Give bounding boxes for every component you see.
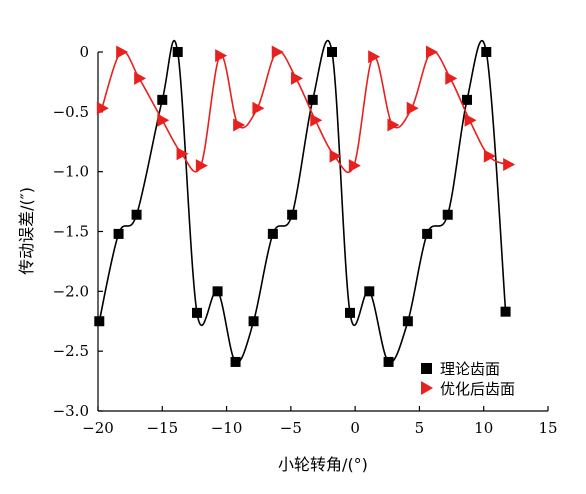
data-point [94, 316, 105, 327]
data-point [364, 286, 375, 297]
data-point [387, 118, 400, 132]
y-tick-label: −3.0 [53, 402, 89, 420]
data-point [481, 47, 492, 57]
data-point [212, 286, 223, 297]
x-tick-label: 0 [350, 419, 360, 437]
data-point [215, 49, 228, 63]
legend-marker-theoretical [421, 363, 432, 374]
data-point [464, 113, 477, 127]
data-point [310, 113, 323, 127]
series-line [98, 40, 507, 364]
plot-area: −20 −15 −10 −5 0 5 10 15 0 −0.5 −1.0 −1.5 −2.0 −2.5 −… [53, 40, 558, 437]
series-optimized [96, 45, 516, 174]
y-tick-label: −2.0 [53, 282, 89, 300]
y-tick-label: −0.5 [53, 103, 89, 121]
data-point [327, 47, 337, 57]
data-point [157, 113, 170, 127]
data-point [345, 307, 355, 318]
data-point [192, 307, 202, 318]
x-tick-label: −10 [211, 419, 243, 437]
x-axis-title: 小轮转角/(°) [278, 455, 368, 474]
x-tick-label: −15 [146, 419, 178, 437]
data-point [368, 50, 381, 64]
data-point [402, 316, 413, 327]
x-tick-label: −5 [280, 419, 302, 437]
data-point [157, 94, 168, 105]
data-point [483, 149, 496, 163]
legend-label-optimized: 优化后齿面 [440, 380, 515, 398]
y-ticks: 0 −0.5 −1.0 −1.5 −2.0 −2.5 −3.0 [53, 43, 103, 420]
data-point [445, 71, 458, 85]
data-point [462, 94, 472, 105]
legend-label-theoretical: 理论齿面 [440, 360, 500, 378]
data-point [406, 101, 419, 115]
data-point [267, 228, 278, 239]
legend-marker-optimized [421, 381, 433, 395]
data-point [329, 149, 342, 163]
data-point [116, 45, 129, 59]
y-tick-label: −1.5 [53, 223, 89, 241]
data-point [131, 209, 142, 220]
data-point [248, 316, 259, 327]
x-tick-label: 10 [474, 419, 493, 437]
data-point [426, 45, 438, 59]
data-point [195, 159, 208, 173]
data-point [134, 71, 147, 85]
y-tick-label: −2.5 [53, 342, 89, 360]
data-point [291, 71, 303, 85]
series-line [101, 50, 509, 174]
data-point [348, 159, 361, 173]
x-ticks: −20 −15 −10 −5 0 5 10 15 [82, 406, 558, 437]
data-point [287, 209, 298, 220]
data-point [113, 228, 124, 239]
y-axis-title: 传动误差/(″) [17, 187, 36, 275]
data-point [233, 118, 246, 132]
data-point [307, 94, 318, 105]
data-point [176, 147, 189, 161]
data-point [96, 101, 109, 115]
data-point [500, 306, 511, 317]
data-point [442, 209, 453, 220]
data-point [383, 356, 394, 367]
data-point [172, 47, 183, 57]
data-point [271, 45, 284, 59]
series-theoretical [94, 40, 511, 367]
x-tick-label: 5 [415, 419, 425, 437]
x-tick-label: 15 [538, 419, 557, 437]
data-point [503, 157, 516, 171]
data-point [230, 356, 241, 367]
legend: 理论齿面 优化后齿面 [421, 360, 515, 398]
y-tick-label: 0 [79, 43, 89, 61]
data-point [422, 228, 433, 239]
data-point [252, 101, 265, 115]
y-tick-label: −1.0 [53, 163, 89, 181]
series-layer [94, 40, 516, 367]
x-tick-label: −20 [82, 419, 114, 437]
